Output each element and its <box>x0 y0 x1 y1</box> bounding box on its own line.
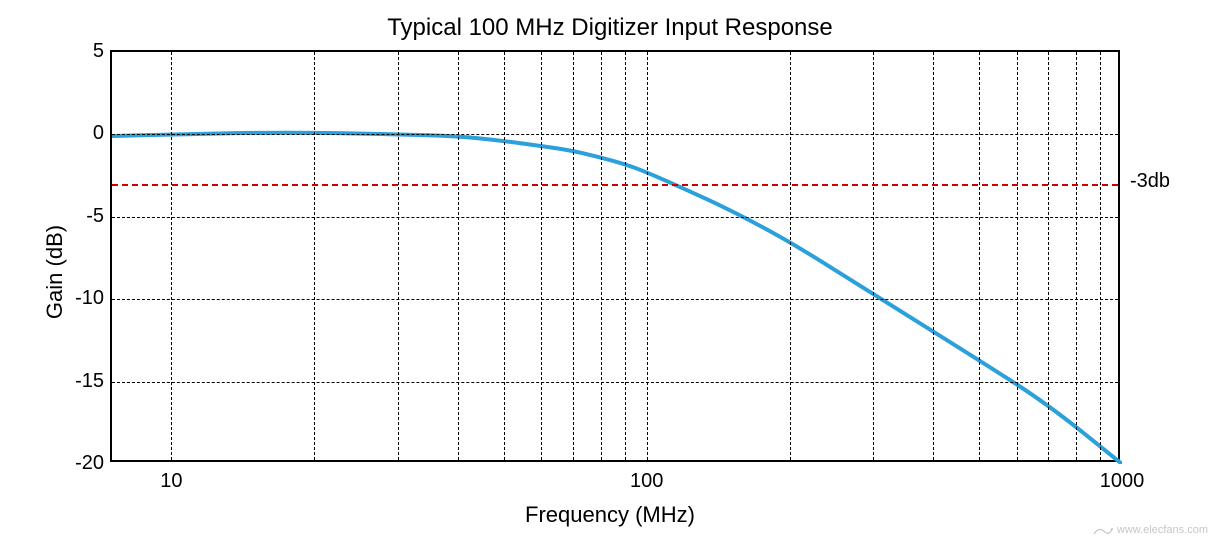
ref-line <box>112 184 1118 186</box>
ref-line-label: -3db <box>1130 170 1170 193</box>
vgrid-minor-line <box>573 52 574 460</box>
chart-title: Typical 100 MHz Digitizer Input Response <box>0 14 1220 42</box>
vgrid-minor-line <box>1076 52 1077 460</box>
hgrid-line <box>112 299 1118 300</box>
vgrid-minor-line <box>1017 52 1018 460</box>
vgrid-minor-line <box>1100 52 1101 460</box>
y-tick-label: 0 <box>56 122 104 145</box>
x-tick-label: 100 <box>630 470 663 493</box>
x-axis-label: Frequency (MHz) <box>0 502 1220 528</box>
vgrid-line <box>647 52 648 460</box>
vgrid-minor-line <box>1048 52 1049 460</box>
plot-area: 50-5-10-15-20101001000 <box>110 50 1120 462</box>
y-tick-label: -10 <box>56 287 104 310</box>
hgrid-line <box>112 134 1118 135</box>
y-tick-label: 5 <box>56 40 104 63</box>
hgrid-line <box>112 217 1118 218</box>
watermark: www.elecfans.com <box>1092 523 1208 537</box>
x-tick-label: 10 <box>160 470 182 493</box>
vgrid-minor-line <box>625 52 626 460</box>
y-tick-label: -15 <box>56 370 104 393</box>
vgrid-minor-line <box>979 52 980 460</box>
vgrid-minor-line <box>314 52 315 460</box>
vgrid-minor-line <box>458 52 459 460</box>
vgrid-minor-line <box>790 52 791 460</box>
vgrid-minor-line <box>873 52 874 460</box>
gain-curve <box>112 52 1122 464</box>
watermark-text: www.elecfans.com <box>1117 524 1208 536</box>
vgrid-minor-line <box>933 52 934 460</box>
vgrid-minor-line <box>541 52 542 460</box>
vgrid-line <box>171 52 172 460</box>
vgrid-minor-line <box>398 52 399 460</box>
vgrid-minor-line <box>504 52 505 460</box>
watermark-logo-icon <box>1092 523 1114 537</box>
vgrid-minor-line <box>601 52 602 460</box>
hgrid-line <box>112 382 1118 383</box>
y-tick-label: -20 <box>56 452 104 475</box>
x-tick-label: 1000 <box>1100 470 1145 493</box>
y-tick-label: -5 <box>56 205 104 228</box>
